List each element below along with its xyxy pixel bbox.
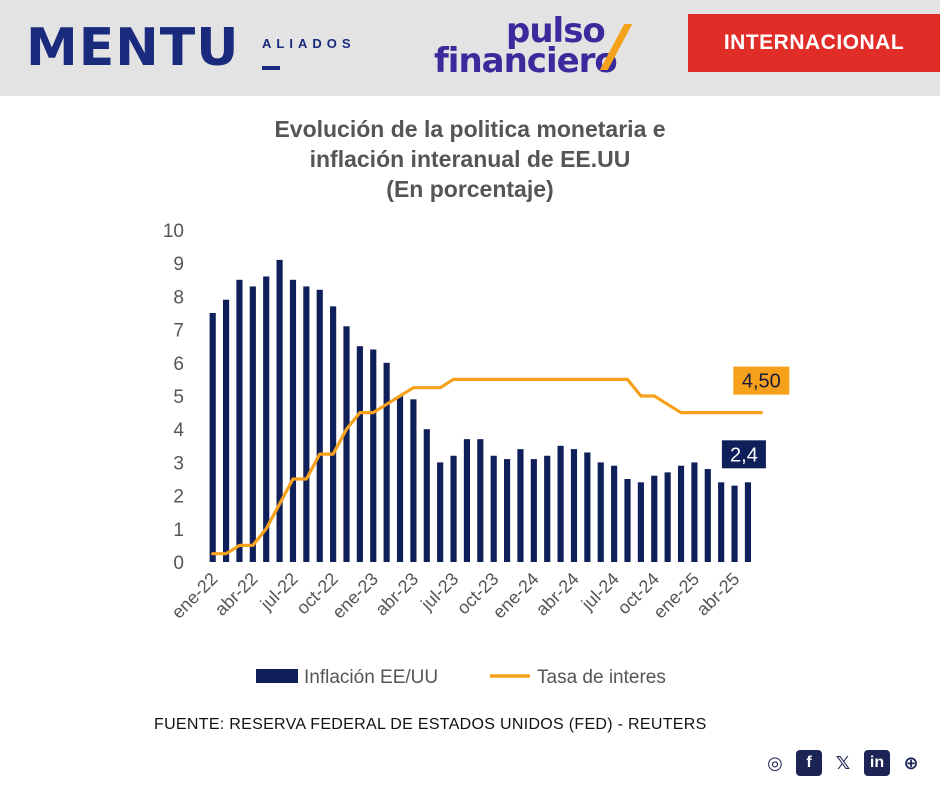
inflation-bar [303, 286, 310, 562]
inflation-bar [624, 479, 631, 562]
inflation-bar [370, 349, 377, 562]
y-tick-label: 2 [173, 487, 184, 508]
chart-title-line-3: (En porcentaje) [386, 176, 554, 202]
x-tick-label: abr-24 [532, 569, 583, 620]
y-tick-label: 9 [173, 254, 184, 275]
chart-title: Evolución de la politica monetaria e inf… [170, 114, 770, 204]
interest-rate-line [211, 377, 763, 556]
inflation-bar [316, 289, 323, 562]
inflation-bar [637, 482, 644, 562]
inflation-bar [343, 326, 350, 562]
inflation-bar [209, 313, 216, 562]
inflation-rate-chart: 012345678910ene-22abr-22jul-22oct-22ene-… [163, 221, 790, 688]
inflation-bar [731, 485, 738, 562]
pulso-logo-line2: financiero [434, 41, 618, 81]
legend-label-inflation: Inflación EE/UU [304, 667, 438, 688]
inflation-bar [383, 362, 390, 562]
x-tick-label: abr-23 [371, 569, 422, 620]
x-tick-label: ene-24 [489, 569, 543, 623]
inflation-bar [437, 462, 444, 562]
inflation-bar [597, 462, 604, 562]
inflation-bar [503, 459, 511, 562]
inflation-bar [463, 439, 471, 562]
inflation-bar [744, 482, 752, 562]
y-tick-label: 1 [173, 520, 184, 541]
inflation-bar [691, 462, 698, 562]
source-note: FUENTE: RESERVA FEDERAL DE ESTADOS UNIDO… [154, 716, 707, 733]
inflation-bar [530, 459, 537, 562]
x-tick-label: abr-22 [211, 569, 262, 620]
inflation-bar [423, 429, 430, 562]
inflation-bar [677, 465, 685, 562]
inflation-bar [410, 399, 417, 562]
inflation-bar [276, 259, 283, 562]
inflation-bar [263, 276, 270, 562]
instagram-icon[interactable]: ◎ [767, 752, 783, 773]
inflation-bar [396, 396, 404, 562]
y-tick-label: 8 [173, 287, 184, 308]
y-tick-label: 0 [173, 553, 184, 574]
y-tick-label: 6 [173, 354, 184, 375]
inflation-bar [330, 306, 337, 562]
annotation-box [733, 366, 790, 395]
inflation-bar [718, 482, 725, 562]
inflation-bar [356, 346, 363, 562]
x-tick-label: ene-23 [328, 569, 382, 623]
chart-title-line-2: inflación interanual de EE.UU [309, 146, 631, 172]
inflation-bar [570, 449, 578, 562]
inflation-bar [664, 472, 671, 562]
chart-title-line-1: Evolución de la politica monetaria e [274, 116, 666, 142]
social-links: ◎ f 𝕏 in ⊕ [760, 748, 926, 778]
legend-bar-swatch [256, 669, 298, 683]
inflation-bar [450, 455, 457, 562]
logo-dash [262, 66, 280, 70]
header-bar: MENTU ALIADOS pulso financiero INTERNACI… [0, 0, 940, 96]
linkedin-icon[interactable]: in [864, 750, 890, 776]
y-tick-label: 4 [173, 420, 184, 441]
annotation-label: 4,50 [742, 371, 781, 393]
x-tick-label: abr-25 [692, 569, 743, 620]
legend-label-rate: Tasa de interes [537, 667, 666, 688]
globe-icon[interactable]: ⊕ [903, 752, 919, 773]
inflation-bar [490, 455, 497, 562]
mentu-logo: MENTU [26, 18, 240, 78]
aliados-label: ALIADOS [262, 36, 356, 51]
inflation-bar [584, 452, 591, 562]
y-tick-label: 10 [163, 221, 184, 242]
inflation-bar [651, 475, 658, 562]
y-tick-label: 7 [173, 321, 184, 342]
inflation-bar [222, 299, 230, 562]
pulso-logo-line1: pulso [506, 11, 606, 51]
x-icon[interactable]: 𝕏 [835, 752, 851, 773]
annotation-label: 2,4 [730, 444, 758, 466]
inflation-bar [544, 455, 551, 562]
inflation-bar [236, 279, 243, 562]
annotation-box [721, 440, 766, 469]
section-badge: INTERNACIONAL [688, 14, 940, 72]
inflation-bar [704, 469, 711, 562]
inflation-bar [557, 445, 564, 562]
facebook-icon[interactable]: f [796, 750, 822, 776]
inflation-bar [611, 465, 618, 562]
inflation-bar [477, 439, 484, 562]
y-tick-label: 3 [173, 453, 184, 474]
inflation-bar [289, 279, 297, 562]
x-tick-label: ene-22 [168, 569, 222, 623]
x-tick-label: ene-25 [649, 569, 703, 623]
inflation-bar [249, 286, 256, 562]
y-tick-label: 5 [173, 387, 184, 408]
inflation-bar [517, 449, 524, 562]
